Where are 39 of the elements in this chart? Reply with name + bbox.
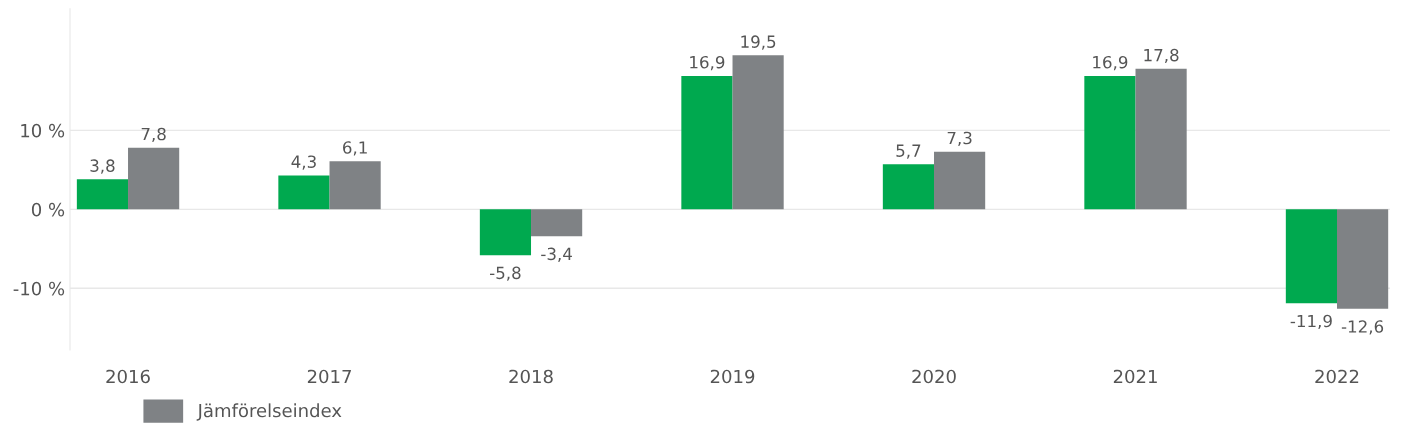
data-label: 17,8 bbox=[1144, 48, 1179, 64]
bar bbox=[128, 147, 180, 210]
bar bbox=[1135, 68, 1187, 210]
data-label: -11,9 bbox=[1290, 314, 1332, 330]
data-label: -3,4 bbox=[541, 247, 572, 262]
data-label: 6,1 bbox=[343, 141, 367, 156]
bar bbox=[934, 151, 986, 210]
bar bbox=[531, 209, 583, 237]
x-tick-label: 2022 bbox=[1315, 369, 1359, 384]
bar bbox=[76, 179, 129, 210]
bar bbox=[278, 175, 330, 210]
data-label: 16,9 bbox=[690, 55, 725, 71]
legend-label: Jämförelseindex bbox=[196, 403, 342, 421]
data-label: -12,6 bbox=[1341, 320, 1384, 335]
bar bbox=[1285, 209, 1338, 304]
data-label: 4,3 bbox=[291, 155, 316, 170]
bar bbox=[681, 75, 733, 210]
data-label: 16,9 bbox=[1093, 55, 1128, 71]
x-tick-label: 2021 bbox=[1113, 369, 1157, 384]
data-label: 7,3 bbox=[947, 131, 972, 146]
bar bbox=[1084, 75, 1136, 210]
bar bbox=[479, 209, 532, 256]
bar bbox=[882, 164, 935, 210]
bar bbox=[329, 161, 381, 210]
x-tick-label: 2016 bbox=[106, 369, 150, 384]
x-tick-label: 2019 bbox=[710, 369, 755, 384]
data-label: 5,7 bbox=[896, 144, 921, 159]
y-tick-label: -10 % bbox=[13, 281, 65, 296]
data-label: 3,8 bbox=[90, 159, 115, 174]
y-tick-label: 0 % bbox=[31, 202, 65, 217]
y-tick-label: 10 % bbox=[21, 123, 65, 138]
x-tick-label: 2020 bbox=[912, 369, 956, 384]
x-tick-label: 2017 bbox=[307, 369, 351, 384]
bar bbox=[732, 55, 784, 210]
data-label: 7,8 bbox=[141, 127, 166, 143]
data-label: 19,5 bbox=[741, 35, 776, 50]
x-tick-label: 2018 bbox=[509, 369, 553, 384]
bar bbox=[1337, 209, 1389, 309]
data-label: -5,8 bbox=[489, 266, 521, 281]
